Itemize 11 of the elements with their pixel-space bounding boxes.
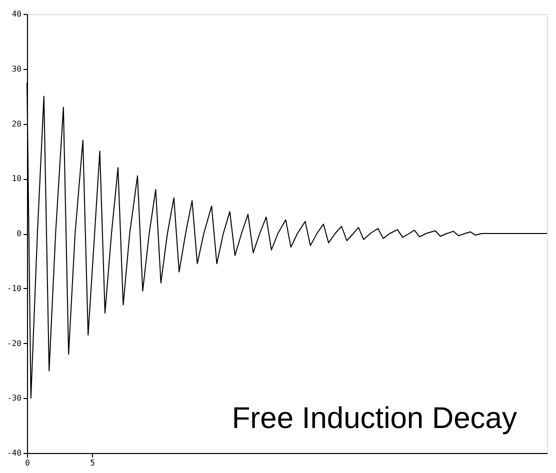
y-tick-label: 40 [12, 10, 22, 18]
y-tick-label: 0 [16, 229, 22, 238]
text: Free Induction Decay [232, 402, 517, 435]
y-tick-label: -40 [7, 448, 22, 458]
y-tick-label: 10 [12, 174, 22, 184]
y-tick-label: -10 [7, 284, 22, 293]
x-tick-label: 5 [90, 458, 96, 468]
y-tick-label: -20 [7, 338, 22, 348]
y-tick-label: 20 [12, 119, 22, 128]
y-tick-label: -30 [7, 394, 22, 403]
y-tick-label: 30 [12, 64, 22, 74]
